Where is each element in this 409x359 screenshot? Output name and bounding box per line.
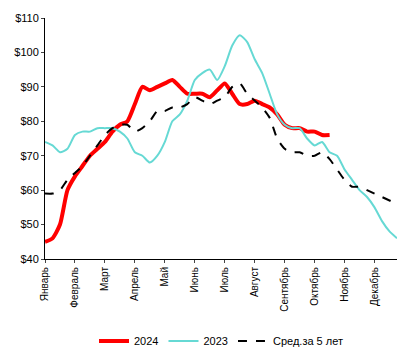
- svg-text:Апрель: Апрель: [129, 267, 140, 301]
- svg-text:$90: $90: [20, 81, 38, 93]
- svg-text:$60: $60: [20, 184, 38, 196]
- svg-text:$70: $70: [20, 150, 38, 162]
- svg-text:$80: $80: [20, 115, 38, 127]
- svg-text:Февраль: Февраль: [69, 267, 80, 308]
- svg-text:Март: Март: [99, 267, 110, 291]
- svg-text:Июль: Июль: [219, 267, 230, 293]
- svg-text:2023: 2023: [203, 335, 227, 347]
- svg-text:Сентябрь: Сентябрь: [279, 267, 290, 312]
- svg-text:Декабрь: Декабрь: [369, 267, 380, 306]
- svg-text:Сред.за 5 лет: Сред.за 5 лет: [273, 335, 343, 347]
- svg-text:$50: $50: [20, 218, 38, 230]
- svg-text:2024: 2024: [134, 335, 158, 347]
- svg-text:Июнь: Июнь: [189, 267, 200, 292]
- svg-text:Ноябрь: Ноябрь: [339, 267, 350, 302]
- svg-text:$40: $40: [20, 253, 38, 265]
- svg-text:Август: Август: [249, 267, 260, 298]
- svg-text:$110: $110: [15, 12, 39, 24]
- svg-text:Январь: Январь: [39, 267, 50, 301]
- svg-text:$100: $100: [14, 46, 38, 58]
- svg-text:Май: Май: [159, 267, 170, 287]
- svg-text:Октябрь: Октябрь: [309, 267, 320, 306]
